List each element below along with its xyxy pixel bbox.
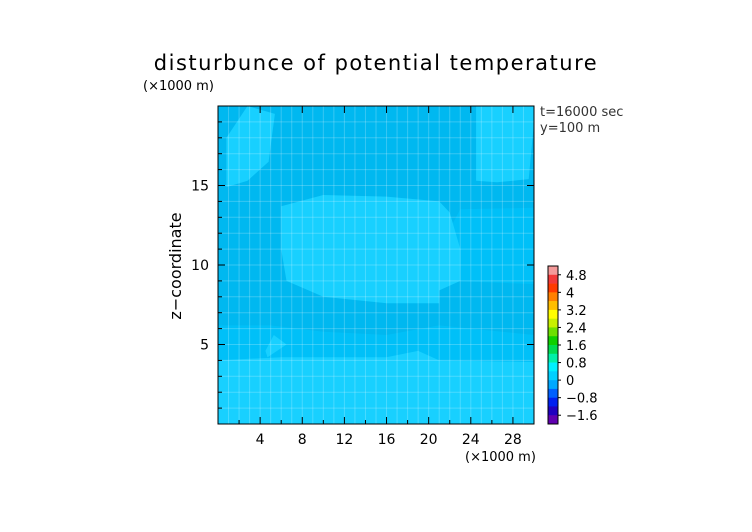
colorbar-swatch (548, 362, 558, 372)
x-tick-label: 12 (335, 432, 353, 448)
y-axis-ticks: 5 10 15 (191, 121, 534, 409)
x-tick-label: 8 (298, 432, 307, 448)
colorbar-tick-label: 1.6 (566, 339, 587, 354)
colorbar-swatch (548, 353, 558, 363)
colorbar-tick-label: 0 (566, 374, 574, 389)
colorbar-tick-label: 0.8 (566, 357, 587, 372)
colorbar-tick-label: −0.8 (566, 392, 598, 407)
x-tick-label: 24 (462, 432, 480, 448)
x-unit-label: (×1000 m) (465, 450, 536, 465)
colorbar-swatch (548, 274, 558, 284)
colorbar-swatch (548, 318, 558, 328)
y-axis-label: z−coordinate (166, 212, 185, 319)
time-annotation: t=16000 sec (540, 105, 623, 120)
colorbar-swatch (548, 406, 558, 416)
chart-title: disturbunce of potential temperature (154, 51, 598, 75)
contour-region-5 (476, 106, 534, 183)
x-tick-label: 4 (256, 432, 265, 448)
heatmap-field (218, 106, 534, 424)
contour-region-1 (281, 195, 461, 304)
x-tick-label: 28 (504, 432, 522, 448)
colorbar-tick-label: 2.4 (566, 321, 587, 336)
grid-lines (218, 106, 534, 424)
colorbar-tick-label: 4 (566, 286, 574, 301)
y-tick-label: 5 (200, 338, 209, 354)
colorbar-swatch (548, 266, 558, 276)
contour-regions (218, 106, 534, 424)
colorbar-swatch (548, 415, 558, 425)
y-tick-label: 10 (191, 258, 209, 274)
y-tick-label: 15 (191, 179, 209, 195)
colorbar-swatch (548, 292, 558, 302)
x-tick-label: 16 (378, 432, 396, 448)
colorbar-tick-label: 4.8 (566, 269, 587, 284)
colorbar-swatch (548, 283, 558, 293)
colorbar-swatch (548, 371, 558, 381)
contour-region-3 (265, 335, 287, 358)
contour-region-4 (226, 106, 275, 188)
colorbar-swatch (548, 336, 558, 346)
colorbar-swatch (548, 388, 558, 398)
colorbar-swatch (548, 327, 558, 337)
colorbar-swatch (548, 380, 558, 390)
x-axis-ticks: 4 8 12 16 20 24 28 (238, 106, 522, 448)
colorbar-swatch (548, 345, 558, 355)
contour-region-2 (218, 350, 534, 424)
colorbar: 4.8 4 3.2 2.4 1.6 0.8 0 −0.8 −1.6 (547, 265, 598, 425)
y-position-annotation: y=100 m (540, 121, 600, 136)
colorbar-swatch (548, 301, 558, 311)
colorbar-swatch (548, 309, 558, 319)
x-tick-label: 20 (420, 432, 438, 448)
colorbar-tick-label: 3.2 (566, 304, 587, 319)
colorbar-tick-label: −1.6 (566, 409, 598, 424)
colorbar-swatch (548, 397, 558, 407)
y-unit-label: (×1000 m) (143, 79, 214, 94)
